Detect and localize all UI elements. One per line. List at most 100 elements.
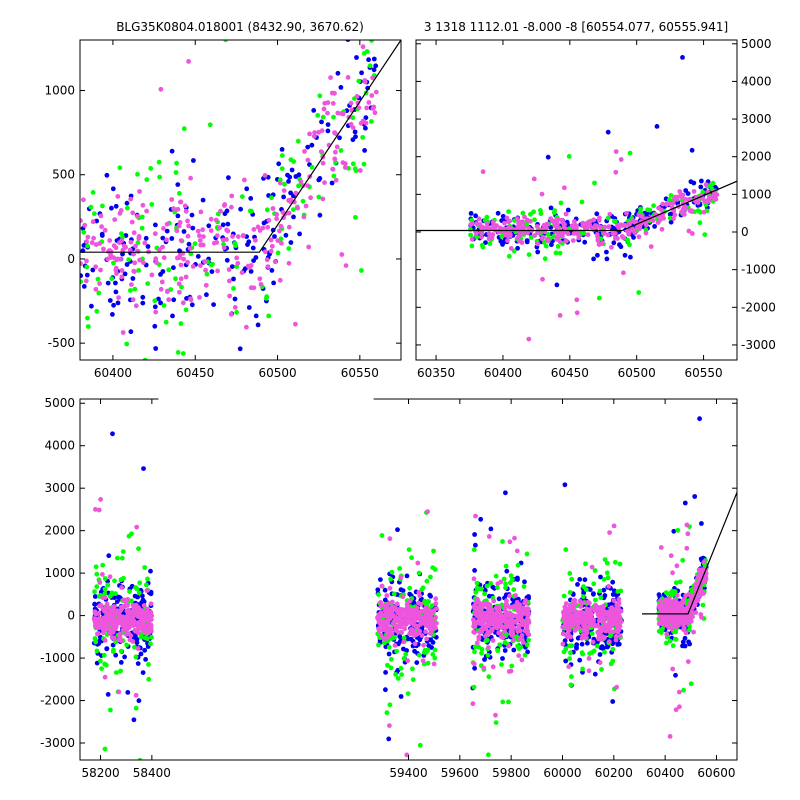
data-point-magenta [379,584,384,589]
data-point-magenta [241,233,246,238]
data-point-magenta [505,603,510,608]
data-point-magenta [598,615,603,620]
data-point-green [140,226,145,231]
data-point-magenta [678,603,683,608]
data-point-magenta [664,632,669,637]
data-point-green [647,208,652,213]
data-point-magenta [114,271,119,276]
data-point-magenta [104,624,109,629]
data-point-magenta [424,637,429,642]
data-point-magenta [269,238,274,243]
data-point-green [390,570,395,575]
data-point-magenta [105,257,110,262]
data-point-blue [297,172,302,177]
data-point-magenta [491,599,496,604]
data-point-magenta [234,256,239,261]
data-point-magenta [519,606,524,611]
data-point-magenta [604,624,609,629]
data-point-magenta [407,608,412,613]
data-point-magenta [141,203,146,208]
data-point-magenta [607,530,612,535]
data-point-blue [226,175,231,180]
data-point-blue [177,493,182,498]
data-point-magenta [171,206,176,211]
data-point-green [331,115,336,120]
data-point-blue [522,579,527,584]
data-point-magenta [508,234,513,239]
data-point-blue [125,201,130,206]
data-point-green [428,575,433,580]
data-point-magenta [118,632,123,637]
data-point-magenta [649,244,654,249]
data-point-green [118,165,123,170]
data-point-magenta [502,221,507,226]
data-point-magenta [601,604,606,609]
data-point-blue [271,281,276,286]
data-point-magenta [433,615,438,620]
data-point-magenta [588,219,593,224]
data-point-magenta [274,212,279,217]
data-point-green [282,182,287,187]
data-point-blue [469,211,474,216]
data-point-blue [106,692,111,697]
data-point-magenta [592,608,597,613]
data-point-magenta [578,604,583,609]
data-point-blue [141,670,146,675]
data-point-magenta [606,584,611,589]
data-point-magenta [670,570,675,575]
data-point-green [78,279,83,284]
data-point-magenta [415,561,420,566]
data-point-magenta [411,632,416,637]
data-point-magenta [328,75,333,80]
data-point-magenta [588,614,593,619]
data-point-magenta [504,625,509,630]
data-point-magenta [505,238,510,243]
data-point-green [507,254,512,259]
data-point-green [269,195,274,200]
data-point-magenta [593,225,598,230]
data-point-magenta [513,593,518,598]
data-point-magenta [614,149,619,154]
data-point-magenta [252,285,257,290]
data-point-magenta [103,228,108,233]
data-point-magenta [263,173,268,178]
data-point-magenta [159,287,164,292]
data-point-blue [619,244,624,249]
data-point-magenta [405,658,410,663]
data-point-magenta [114,245,119,250]
data-point-green [593,598,598,603]
data-point-magenta [574,297,579,302]
data-point-magenta [278,181,283,186]
data-point-blue [591,591,596,596]
data-point-magenta [399,575,404,580]
data-point-magenta [541,235,546,240]
data-point-green [612,219,617,224]
data-point-blue [196,254,201,259]
data-point-blue [105,173,110,178]
data-point-blue [119,660,124,665]
data-point-magenta [256,225,261,230]
data-point-magenta [335,145,340,150]
data-point-green [103,587,108,592]
data-point-green [157,175,162,180]
data-point-magenta [564,212,569,217]
data-point-magenta [332,130,337,135]
data-point-green [499,662,504,667]
data-point-green [468,233,473,238]
data-point-green [567,154,572,159]
data-point-blue [472,568,477,573]
data-point-magenta [602,225,607,230]
data-point-magenta [521,640,526,645]
data-point-blue [687,642,692,647]
data-point-magenta [523,628,528,633]
data-point-magenta [184,275,189,280]
data-point-green [286,246,291,251]
data-point-magenta [110,635,115,640]
data-point-green [248,209,253,214]
data-point-blue [408,790,413,795]
data-point-blue [383,687,388,692]
data-point-magenta [229,205,234,210]
data-point-green [431,549,436,554]
data-point-magenta [658,614,663,619]
data-point-green [387,645,392,650]
